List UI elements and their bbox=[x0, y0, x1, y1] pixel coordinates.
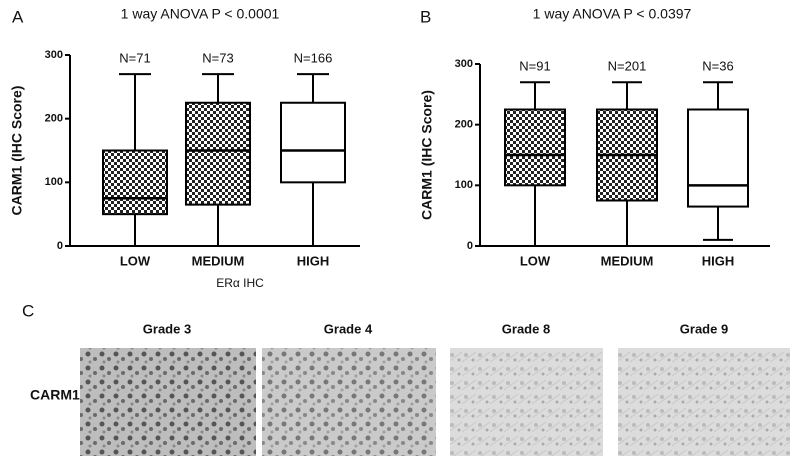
box bbox=[504, 108, 566, 187]
y-tick-label: 100 bbox=[455, 179, 473, 191]
x-tick-label: MEDIUM bbox=[601, 253, 654, 268]
panel-label: A bbox=[12, 7, 24, 26]
chart-title: 1 way ANOVA P < 0.0001 bbox=[121, 6, 280, 22]
column-label: Grade 9 bbox=[680, 321, 728, 336]
panel-label: C bbox=[22, 301, 34, 320]
row-label: CARM1 bbox=[30, 387, 80, 403]
x-tick-label: LOW bbox=[120, 253, 151, 268]
panel-label: B bbox=[420, 7, 431, 26]
x-tick-label: HIGH bbox=[297, 253, 330, 268]
box bbox=[687, 108, 749, 208]
tissue-image bbox=[618, 348, 790, 456]
tissue-image bbox=[262, 348, 436, 456]
y-tick-label: 300 bbox=[455, 58, 473, 70]
y-tick-label: 200 bbox=[45, 113, 63, 125]
box bbox=[280, 101, 346, 184]
box bbox=[102, 149, 168, 216]
y-tick-label: 0 bbox=[57, 240, 63, 252]
y-tick-label: 200 bbox=[455, 119, 473, 131]
chart-title: 1 way ANOVA P < 0.0397 bbox=[533, 6, 692, 22]
panel-c: C CARM1 Grade 3 Grade 4 Grade 8 Grade 9 bbox=[22, 301, 790, 456]
x-tick-label: HIGH bbox=[702, 253, 735, 268]
n-label: N=166 bbox=[294, 51, 333, 66]
n-label: N=73 bbox=[202, 51, 233, 66]
y-axis-label: CARM1 (IHC Score) bbox=[419, 90, 435, 220]
y-tick-label: 300 bbox=[45, 49, 63, 61]
n-label: N=201 bbox=[608, 59, 647, 74]
y-tick-label: 0 bbox=[467, 240, 473, 252]
n-label: N=36 bbox=[702, 59, 733, 74]
column-label: Grade 8 bbox=[502, 321, 550, 336]
n-label: N=71 bbox=[119, 51, 150, 66]
n-label: N=91 bbox=[519, 59, 550, 74]
y-axis-label: CARM1 (IHC Score) bbox=[9, 86, 25, 216]
x-tick-label: LOW bbox=[520, 253, 551, 268]
y-tick-label: 100 bbox=[45, 176, 63, 188]
column-label: Grade 4 bbox=[324, 321, 373, 336]
column-label: Grade 3 bbox=[143, 321, 191, 336]
box bbox=[185, 101, 251, 206]
tissue-image bbox=[450, 348, 603, 456]
x-axis-label: ERα IHC bbox=[216, 276, 264, 290]
x-tick-label: MEDIUM bbox=[192, 253, 245, 268]
tissue-image bbox=[80, 348, 256, 456]
